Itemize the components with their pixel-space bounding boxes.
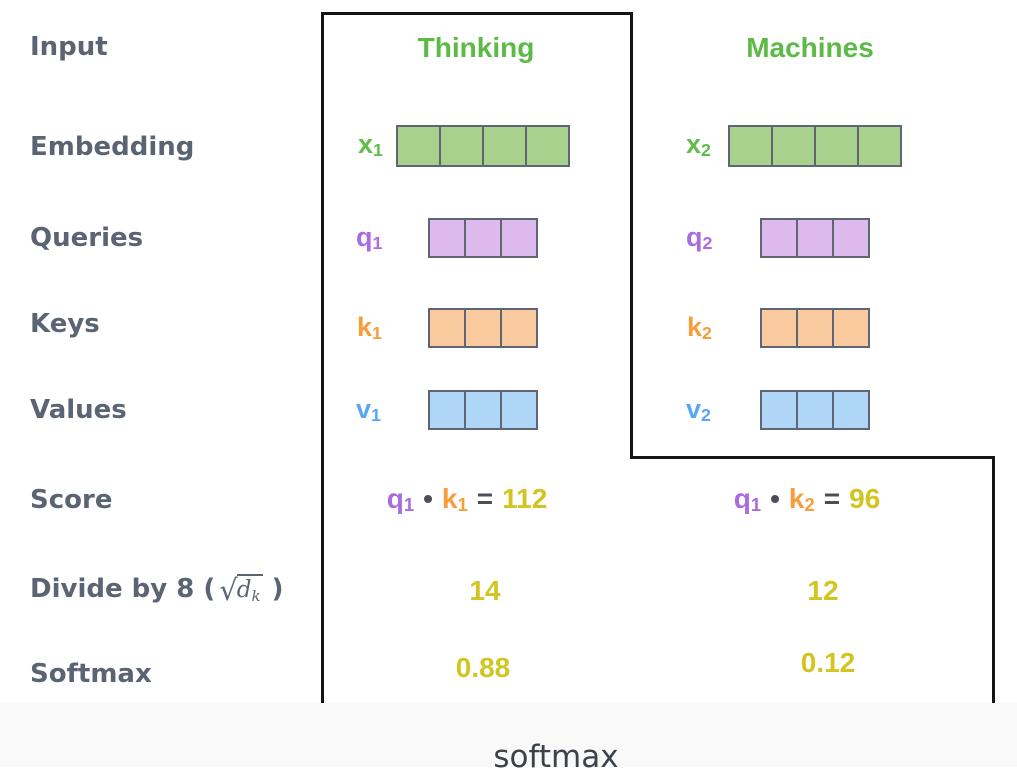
- query-label-q2: q2: [686, 222, 713, 253]
- vector-cell: [857, 127, 900, 165]
- query-vector-q1: [428, 218, 538, 258]
- softmax-caption: softmax: [493, 739, 619, 775]
- query-label-q1: q1: [356, 222, 383, 253]
- row-label-score: Score: [30, 485, 113, 515]
- row-label-divide: Divide by 8 (√dk ): [30, 573, 284, 607]
- key-label-k1: k1: [357, 312, 382, 343]
- outline-left-edge: [321, 12, 324, 704]
- score-q-term: q1: [386, 483, 415, 515]
- key-vector-k2: [760, 308, 870, 348]
- vector-cell: [500, 392, 536, 428]
- key-label-k2: k2: [687, 312, 712, 343]
- divided-score-thinking: 14: [469, 575, 501, 606]
- vector-cell: [464, 310, 500, 346]
- score-result: 112: [502, 483, 548, 514]
- vector-cell: [430, 392, 464, 428]
- divide-label-suffix: ): [271, 574, 284, 604]
- column-header-thinking: Thinking: [417, 32, 535, 63]
- score-k-term: k2: [788, 483, 815, 515]
- value-label-v2: v2: [686, 394, 711, 425]
- value-vector-v2: [760, 390, 870, 430]
- vector-cell: [814, 127, 857, 165]
- score-k-term: k1: [441, 483, 468, 515]
- outline-step-edge: [630, 456, 995, 459]
- dot-operator: •: [770, 483, 780, 514]
- vector-cell: [762, 220, 796, 256]
- score-formula-machines: q1 • k2 = 96: [657, 483, 957, 516]
- query-vector-q2: [760, 218, 870, 258]
- embedding-label-x1: x1: [358, 129, 383, 160]
- row-label-queries: Queries: [30, 223, 144, 253]
- value-label-v1: v1: [356, 394, 381, 425]
- score-result: 96: [849, 483, 881, 514]
- row-label-softmax: Softmax: [30, 659, 152, 689]
- vector-cell: [832, 310, 868, 346]
- softmax-value-machines: 0.12: [800, 647, 856, 678]
- score-formula-thinking: q1 • k1 = 112: [322, 483, 612, 516]
- equals-sign: =: [476, 483, 494, 514]
- dk-subscript: k: [251, 587, 261, 605]
- outline-top-edge: [321, 12, 633, 15]
- vector-cell: [762, 310, 796, 346]
- vector-cell: [771, 127, 814, 165]
- vector-cell: [430, 220, 464, 256]
- sqrt-symbol: √: [219, 573, 238, 607]
- score-q-term: q1: [733, 483, 762, 515]
- embedding-label-x2: x2: [686, 129, 711, 160]
- key-vector-k1: [428, 308, 538, 348]
- vector-cell: [439, 127, 482, 165]
- vector-cell: [482, 127, 525, 165]
- caption-strip: softmax: [0, 703, 1017, 775]
- divided-score-machines: 12: [807, 575, 839, 606]
- vector-cell: [796, 310, 832, 346]
- vector-cell: [832, 392, 868, 428]
- divide-label-prefix: Divide by 8 (: [30, 574, 216, 604]
- vector-cell: [832, 220, 868, 256]
- vector-cell: [796, 220, 832, 256]
- vector-cell: [730, 127, 771, 165]
- vector-cell: [500, 220, 536, 256]
- value-vector-v1: [428, 390, 538, 430]
- vector-cell: [398, 127, 439, 165]
- outline-mid-right-edge: [630, 12, 633, 459]
- row-label-input: Input: [30, 32, 108, 62]
- equals-sign: =: [823, 483, 841, 514]
- sqrt-dk-term: dk: [236, 574, 263, 605]
- row-label-values: Values: [30, 395, 127, 425]
- vector-cell: [796, 392, 832, 428]
- vector-cell: [464, 392, 500, 428]
- vector-cell: [464, 220, 500, 256]
- embedding-vector-x2: [728, 125, 902, 167]
- vector-cell: [762, 392, 796, 428]
- vector-cell: [430, 310, 464, 346]
- row-label-keys: Keys: [30, 309, 100, 339]
- embedding-vector-x1: [396, 125, 570, 167]
- vector-cell: [500, 310, 536, 346]
- outline-right-edge: [992, 456, 995, 704]
- column-header-machines: Machines: [746, 32, 874, 63]
- softmax-value-thinking: 0.88: [455, 652, 511, 683]
- dk-d: d: [236, 577, 252, 603]
- row-label-embedding: Embedding: [30, 132, 195, 162]
- vector-cell: [525, 127, 568, 165]
- dot-operator: •: [423, 483, 433, 514]
